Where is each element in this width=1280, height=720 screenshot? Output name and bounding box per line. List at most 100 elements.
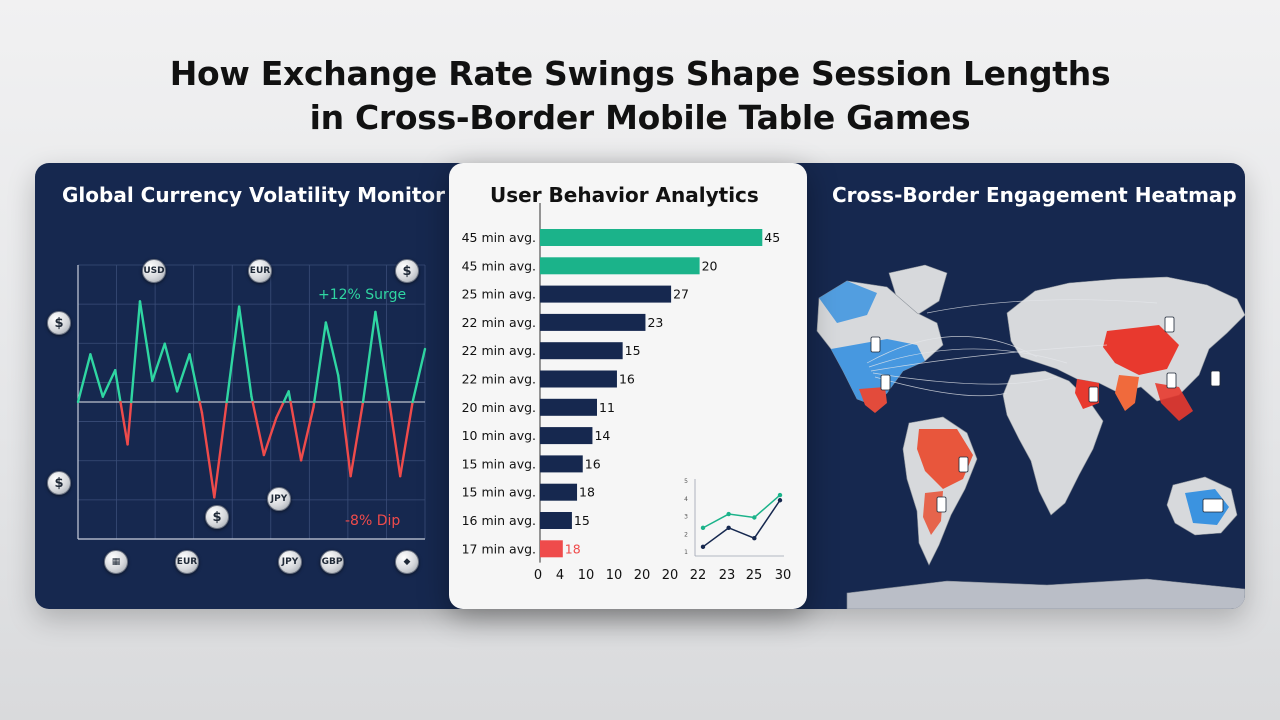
surge-label: +12% Surge [318,287,407,303]
bar-category-label: 22 min avg. [462,372,536,387]
volatility-line-segment [411,347,427,404]
session-bar [540,313,646,331]
volatility-line-segment [388,400,402,478]
volatility-chart [76,264,427,540]
inset-series-line [702,494,781,529]
china-heat-region [1103,325,1179,375]
bar-category-label: 17 min avg. [462,541,536,556]
inset-point [752,536,757,541]
bar-x-tick-label: 10 [606,568,623,583]
volatility-line-segment [89,353,104,398]
volatility-line-segment [126,400,133,446]
volatility-line-segment [101,368,117,398]
title-line-1: How Exchange Rate Swings Shape Session L… [169,54,1111,93]
inset-tick-label: 4 [684,496,688,503]
bar-x-tick-label: 23 [719,568,736,583]
volatility-line-segment [289,400,303,462]
world-heatmap [816,264,1245,609]
volatility-line-segment [163,342,179,393]
bar-category-label: 22 min avg. [462,315,536,330]
volatility-line-segment [313,321,328,404]
inset-series-line [702,499,781,548]
bar-value-label: 16 [585,456,601,471]
bar-x-tick-label: 20 [662,568,679,583]
bar-value-label: 14 [594,428,610,443]
bar-x-tick-label: 20 [634,568,651,583]
bar-value-label: 23 [647,315,663,330]
volatility-line-segment [76,353,92,404]
volatility-line-segment [399,400,414,478]
bank-coin-icon: ▦ [104,550,128,574]
bar-category-label: 10 min avg. [462,428,536,443]
right-panel-heading: Cross-Border Engagement Heatmap [832,183,1237,207]
bar-value-label: 20 [702,258,718,273]
bar-category-label: 22 min avg. [462,343,536,358]
antarctica-shape [846,578,1245,609]
inset-tick-label: 3 [684,514,688,521]
bar-x-tick-label: 10 [578,568,595,583]
session-bar [540,257,700,275]
volatility-line-segment [324,321,340,377]
session-bar [540,540,563,558]
page-title: How Exchange Rate Swings Shape Session L… [0,52,1280,140]
volatility-line-segment [386,390,391,404]
volatility-line-segment [262,416,278,457]
gbp-coin-icon: GBP [320,550,344,574]
dollar-coin-icon: $ [205,505,229,529]
inset-point [700,544,706,550]
inset-point [752,515,757,520]
session-bar [540,370,617,388]
bar-value-label: 45 [764,230,780,245]
session-bar [540,229,763,246]
bar-value-label: 15 [574,513,590,528]
africa-shape [1002,370,1104,516]
usd-coin-icon: USD [142,259,166,283]
session-bar [540,455,583,473]
inset-tick-label: 5 [684,478,688,485]
bar-category-label: 45 min avg. [462,258,536,273]
bar-x-tick-label: 4 [556,568,564,583]
volatility-line-segment [349,400,365,478]
dollar-coin-icon: $ [47,471,71,495]
india-heat-region [1115,375,1139,411]
bar-x-tick-label: 22 [690,568,707,583]
dollar-coin-icon: $ [395,259,419,283]
volatility-line-segment [175,353,191,393]
canada-heat-region [819,281,877,323]
session-bar [540,398,597,416]
eur-coin-icon: EUR [248,259,272,283]
volatility-line-segment [251,400,266,457]
inset-tick-label: 1 [684,549,688,556]
mexico-heat-region [859,387,887,413]
volatility-line-segment [188,353,201,404]
left-panel-heading: Global Currency Volatility Monitor [62,183,446,207]
volatility-line-segment [213,400,228,499]
volatility-line-segment [138,300,154,383]
volatility-line-segment [237,305,253,398]
bar-value-label: 16 [619,372,635,387]
title-line-2: in Cross-Border Mobile Table Games [309,98,971,137]
inset-point [700,525,706,531]
inset-point [777,492,783,498]
volatility-line-segment [275,400,285,420]
bar-category-label: 15 min avg. [462,485,536,500]
sea-heat-region [1155,383,1193,421]
volatility-line-segment [130,300,142,404]
bar-x-tick-label: 30 [775,568,792,583]
volatility-line-segment [299,406,315,462]
bar-value-label: 15 [625,343,641,358]
inset-point [726,511,731,517]
inset-tick-label: 2 [684,531,688,538]
bar-x-tick-label: 0 [534,568,542,583]
inset-point [726,525,731,531]
session-bar [540,342,623,360]
bar-value-label: 27 [673,287,689,302]
bar-value-label: 11 [599,400,615,415]
bar-category-label: 45 min avg. [462,230,536,245]
tablet-icon [1202,498,1224,513]
volatility-line-segment [337,374,343,404]
session-bar [540,285,672,303]
volatility-line-segment [200,411,216,499]
dollar-coin-icon: $ [47,311,71,335]
jpy-coin-icon: JPY [278,550,302,574]
